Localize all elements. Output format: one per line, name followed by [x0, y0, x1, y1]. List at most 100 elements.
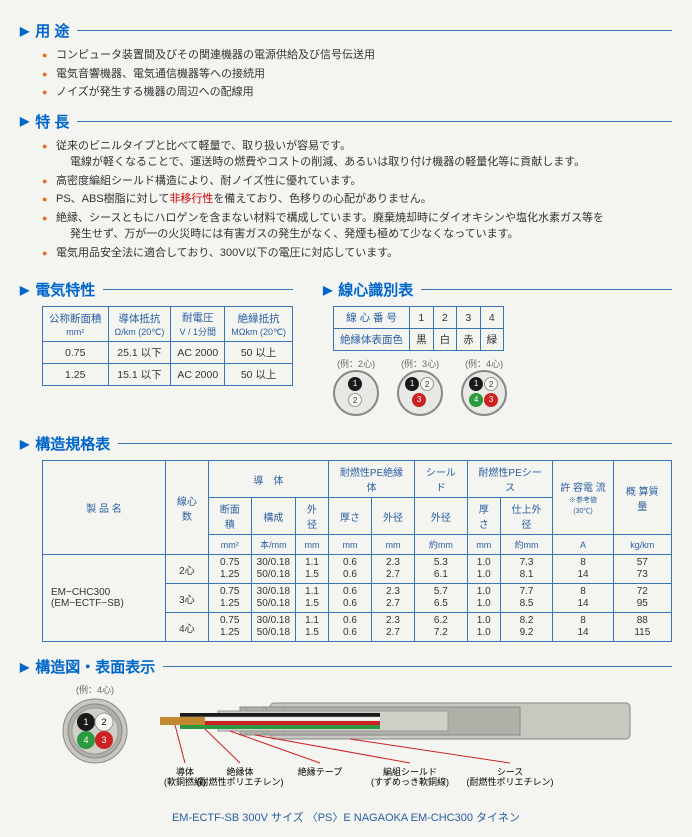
- features-title-text: 特 長: [35, 111, 69, 132]
- cell: 50 以上: [225, 364, 293, 386]
- cell: 2.32.7: [372, 613, 415, 642]
- svg-text:1: 1: [83, 717, 88, 727]
- elec-title-text: 電気特性: [35, 279, 95, 300]
- cores-cell: 2心: [166, 555, 209, 584]
- table-header: シールド: [415, 461, 468, 498]
- table-header: 絶縁抵抗MΩkm (20℃): [225, 307, 293, 342]
- struct-title-text: 構造規格表: [35, 433, 110, 454]
- table-subheader: 断面積: [208, 498, 251, 535]
- feature-item: 絶縁、シースともにハロゲンを含まない材料で構成しています。廃棄焼却時にダイオキシ…: [42, 210, 672, 243]
- rule: [421, 289, 672, 290]
- table-unit: 約mm: [500, 535, 553, 555]
- table-subheader: 仕上外径: [500, 498, 553, 535]
- table-header: 耐燃性PEシース: [467, 461, 553, 498]
- table-row: 1.25 15.1 以下 AC 2000 50 以上: [43, 364, 293, 386]
- table-subheader: 厚さ: [328, 498, 371, 535]
- cell: AC 2000: [171, 364, 225, 386]
- cell: 緑: [480, 329, 504, 351]
- cell: 50 以上: [225, 342, 293, 364]
- example-label: (例：2心): [333, 357, 379, 370]
- cell: 0.751.25: [208, 584, 251, 613]
- uses-item: コンピュータ装置間及びその関連機器の電源供給及び信号伝送用: [42, 47, 672, 64]
- feature-item: 高密度編組シールド構造により、耐ノイズ性に優れています。: [42, 173, 672, 190]
- example-label: (例：3心): [397, 357, 443, 370]
- table-header: 公称断面積mm²: [43, 307, 109, 342]
- section-coreid-title: 線心識別表: [323, 279, 672, 300]
- th-label: 耐電圧: [182, 312, 214, 324]
- table-row: EM−CHC300(EM−ECTF−SB)2心0.751.2530/0.1850…: [43, 555, 672, 584]
- svg-text:3: 3: [101, 735, 106, 745]
- cell: 7295: [613, 584, 671, 613]
- feature-highlight: 非移行性: [169, 193, 213, 205]
- core-circle-icon: 1 2: [333, 370, 379, 416]
- feature-sub: 発生せず、万が一の火災時には有害ガスの発生がなく、発煙も極めて少なくなっています…: [70, 226, 672, 243]
- cell: 1.01.0: [467, 555, 500, 584]
- elec-table: 公称断面積mm² 導体抵抗Ω/km (20℃) 耐電圧V / 1分間 絶縁抵抗M…: [42, 306, 293, 386]
- feature-text: を備えており、色移りの心配がありません。: [213, 193, 431, 205]
- label-conductor: 導体: [176, 766, 194, 777]
- core-circle-icon: 1 2 3 4: [461, 370, 507, 416]
- table-subheader: 厚さ: [467, 498, 500, 535]
- table-header: 耐燃性PE絶縁体: [328, 461, 414, 498]
- section-struct-title: 構造規格表: [20, 433, 672, 454]
- table-subheader: 構成: [251, 498, 295, 535]
- cell: 1: [410, 307, 434, 329]
- section-diagram-title: 構造図・表面表示: [20, 656, 672, 677]
- feature-text: PS、ABS樹脂に対して: [56, 193, 169, 205]
- rule: [118, 443, 672, 444]
- cell: 15.1 以下: [108, 364, 171, 386]
- rule: [77, 30, 672, 31]
- th-label: 導体抵抗: [118, 313, 160, 325]
- cell: 1.01.0: [467, 584, 500, 613]
- cores-cell: 3心: [166, 584, 209, 613]
- th-label: 許 容電 流: [560, 483, 606, 494]
- th-unit: MΩkm (20℃): [231, 327, 286, 337]
- feature-text: 従来のビニルタイプと比べて軽量で、取り扱いが容易です。: [56, 140, 351, 152]
- table-header: 導 体: [208, 461, 328, 498]
- table-unit: mm: [296, 535, 329, 555]
- cell: 8.29.2: [500, 613, 553, 642]
- cell: 3: [457, 307, 481, 329]
- cell: 30/0.1850/0.18: [251, 584, 295, 613]
- label-shield: 編組シールド: [383, 766, 437, 777]
- label-shield-sub: (すずめっき軟銅線): [371, 776, 449, 787]
- label-insul: 絶縁体: [226, 766, 253, 777]
- table-subheader: 外径: [415, 498, 468, 535]
- feature-item: 従来のビニルタイプと比べて軽量で、取り扱いが容易です。 電線が軽くなることで、運…: [42, 138, 672, 171]
- product-name-cell: EM−CHC300(EM−ECTF−SB): [43, 555, 166, 642]
- cell: 0.60.6: [328, 555, 371, 584]
- uses-item: 電気音響機器、電気通信機器等への接続用: [42, 66, 672, 83]
- table-header: 線心数: [166, 461, 209, 555]
- cell: 0.751.25: [208, 613, 251, 642]
- table-unit: 本/mm: [251, 535, 295, 555]
- cell: 1.11.5: [296, 555, 329, 584]
- feature-sub: 電線が軽くなることで、運送時の燃費やコストの削減、あるいは取り付け機器の軽量化等…: [70, 154, 672, 171]
- table-header: 概 算質 量: [613, 461, 671, 535]
- th-note: ※参考値(30℃): [569, 497, 597, 515]
- cell: 30/0.1850/0.18: [251, 555, 295, 584]
- table-unit: kg/km: [613, 535, 671, 555]
- cell: 赤: [457, 329, 481, 351]
- cell: 1.11.5: [296, 613, 329, 642]
- section-uses-title: 用 途: [20, 20, 672, 41]
- cell: 2.32.7: [372, 584, 415, 613]
- th-unit: Ω/km (20℃): [115, 327, 165, 337]
- table-unit: mm: [328, 535, 371, 555]
- th-label: 公称断面積: [49, 313, 102, 325]
- table-subheader: 外径: [372, 498, 415, 535]
- label-tape: 絶縁テープ: [298, 766, 342, 777]
- coreid-table: 線 心 番 号 1 2 3 4 絶縁体表面色 黒 白 赤 緑: [333, 306, 504, 351]
- svg-text:4: 4: [83, 735, 88, 745]
- diagram-title-text: 構造図・表面表示: [35, 656, 155, 677]
- table-header: 許 容電 流 ※参考値(30℃): [553, 461, 613, 535]
- table-unit: mm: [372, 535, 415, 555]
- cell: 0.60.6: [328, 584, 371, 613]
- cell: 1.25: [43, 364, 109, 386]
- table-header: 絶縁体表面色: [334, 329, 410, 351]
- core-example-2: (例：2心) 1 2: [333, 357, 379, 419]
- cell: 0.751.25: [208, 555, 251, 584]
- cell: 25.1 以下: [108, 342, 171, 364]
- core-example-4: (例：4心) 1 2 3 4: [461, 357, 507, 419]
- cell: 6.27.2: [415, 613, 468, 642]
- section-features-title: 特 長: [20, 111, 672, 132]
